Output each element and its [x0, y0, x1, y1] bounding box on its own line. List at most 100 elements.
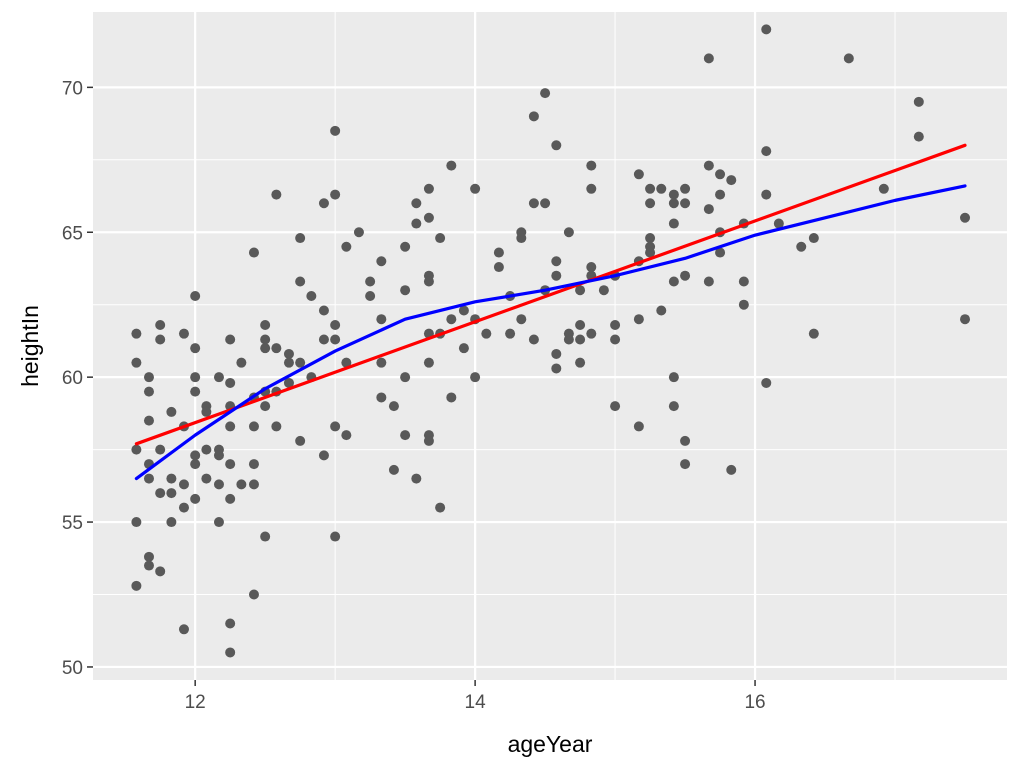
data-point: [761, 189, 772, 200]
data-point: [493, 262, 504, 273]
data-point: [715, 189, 726, 200]
data-point: [656, 305, 667, 316]
data-point: [143, 473, 154, 484]
minor-gridlines: [54, 12, 1007, 680]
data-point: [913, 96, 924, 107]
data-point: [341, 241, 352, 252]
data-point: [190, 493, 201, 504]
data-point: [166, 406, 177, 417]
data-point: [306, 291, 317, 302]
data-point: [236, 357, 247, 368]
data-point: [201, 444, 212, 455]
data-point: [411, 198, 422, 209]
data-point: [563, 227, 574, 238]
data-point: [493, 247, 504, 258]
data-point: [400, 430, 411, 441]
data-point: [143, 551, 154, 562]
plot-panel: [93, 12, 1007, 680]
data-point: [551, 140, 562, 151]
data-point: [575, 334, 586, 345]
y-tick-label: 70: [62, 78, 83, 99]
data-point: [330, 319, 341, 330]
data-point: [260, 319, 271, 330]
data-point: [388, 401, 399, 412]
data-point: [423, 183, 434, 194]
data-point: [668, 189, 679, 200]
data-point: [458, 343, 469, 354]
data-point: [470, 183, 481, 194]
data-point: [551, 363, 562, 374]
data-point: [143, 372, 154, 383]
data-point: [878, 183, 889, 194]
data-point: [400, 241, 411, 252]
data-point: [680, 198, 691, 209]
y-tick-label: 65: [62, 223, 83, 244]
data-point: [458, 305, 469, 316]
data-point: [633, 421, 644, 432]
data-point: [773, 218, 784, 229]
data-point: [295, 435, 306, 446]
data-point: [423, 212, 434, 223]
data-point: [248, 479, 259, 490]
data-point: [668, 276, 679, 287]
data-point: [598, 285, 609, 296]
data-point: [586, 262, 597, 273]
data-point: [178, 479, 189, 490]
data-point: [528, 198, 539, 209]
data-point: [155, 444, 166, 455]
data-point: [318, 305, 329, 316]
data-point: [330, 421, 341, 432]
data-point: [178, 328, 189, 339]
data-point: [225, 493, 236, 504]
data-point: [260, 334, 271, 345]
data-point: [516, 233, 527, 244]
data-point: [645, 247, 656, 258]
data-point: [318, 450, 329, 461]
data-point: [738, 299, 749, 310]
data-point: [796, 241, 807, 252]
data-point: [225, 421, 236, 432]
data-point: [190, 372, 201, 383]
x-tick-label: 14: [465, 692, 487, 713]
data-point: [225, 377, 236, 388]
data-point: [715, 247, 726, 258]
data-point: [213, 517, 224, 528]
data-point: [248, 247, 259, 258]
data-point: [586, 328, 597, 339]
data-point: [225, 334, 236, 345]
data-point: [411, 473, 422, 484]
data-point: [248, 459, 259, 470]
y-axis-title: heightIn: [17, 305, 43, 387]
data-point: [131, 328, 142, 339]
data-point: [528, 111, 539, 122]
data-point: [225, 618, 236, 629]
data-point: [283, 377, 294, 388]
data-point: [680, 459, 691, 470]
y-tick-label: 60: [62, 368, 83, 389]
data-point: [283, 357, 294, 368]
data-point: [633, 169, 644, 180]
data-points: [131, 24, 971, 658]
data-point: [680, 435, 691, 446]
data-point: [400, 285, 411, 296]
data-point: [435, 502, 446, 513]
data-point: [470, 372, 481, 383]
data-point: [155, 334, 166, 345]
data-point: [668, 198, 679, 209]
data-point: [283, 348, 294, 359]
data-point: [668, 218, 679, 229]
data-point: [166, 488, 177, 499]
data-point: [271, 343, 282, 354]
data-point: [166, 517, 177, 528]
data-point: [178, 624, 189, 635]
data-point: [423, 357, 434, 368]
data-point: [680, 183, 691, 194]
data-point: [575, 285, 586, 296]
data-point: [668, 372, 679, 383]
data-point: [260, 531, 271, 542]
data-point: [330, 189, 341, 200]
data-point: [680, 270, 691, 281]
data-point: [178, 502, 189, 513]
data-point: [586, 160, 597, 171]
